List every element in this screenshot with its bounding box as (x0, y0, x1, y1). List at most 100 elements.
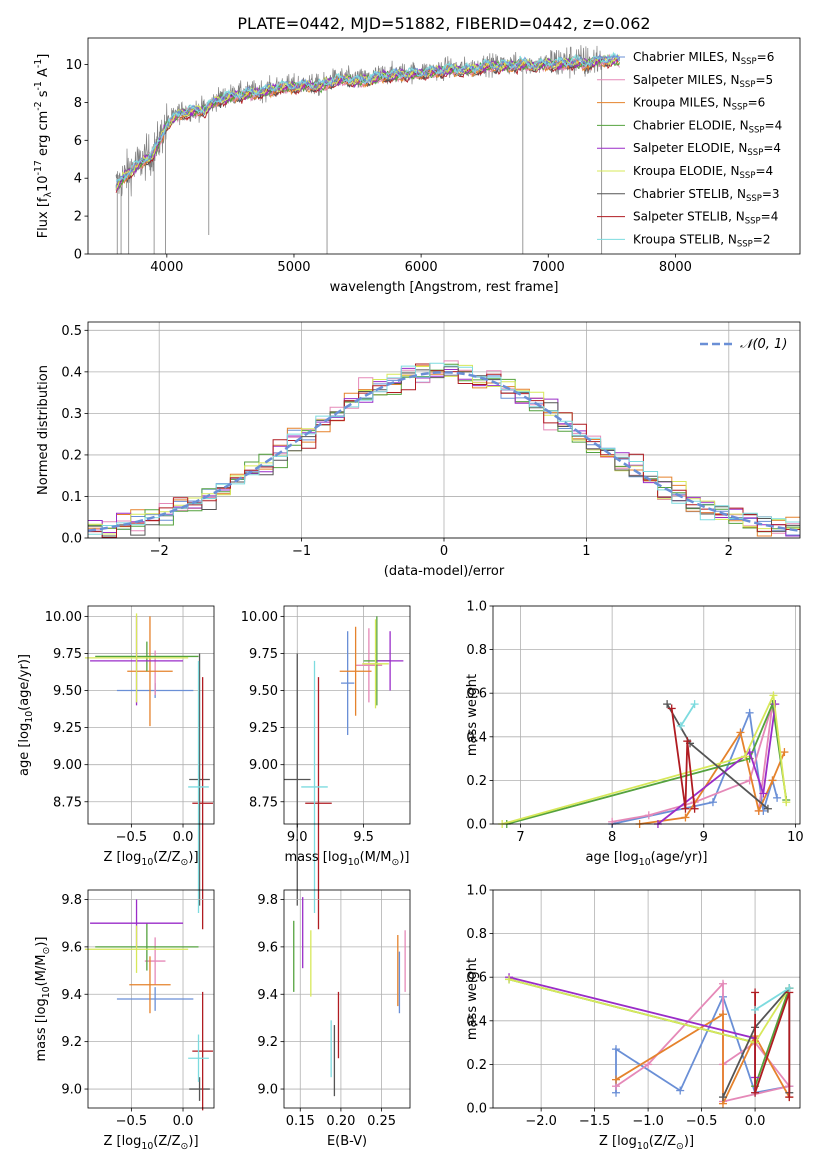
weight-marker (751, 1005, 760, 1014)
weight-marker (612, 1075, 621, 1084)
weight-series-k_elodie (501, 692, 788, 825)
y-tick-label: 9.00 (249, 758, 278, 773)
y-tick-label: 9.50 (53, 684, 82, 699)
histogram-s_stelib (88, 363, 800, 538)
y-tick-label: 0.2 (466, 774, 487, 789)
weight-series-k_miles (639, 730, 786, 825)
point-c_stelib (284, 653, 311, 906)
weight-marker (667, 704, 676, 713)
x-tick-label: 4000 (150, 260, 183, 275)
weight-marker (785, 984, 794, 993)
weight-marker (782, 798, 791, 807)
model-spectrum-k_elodie (115, 54, 620, 191)
spectrum-legend: Chabrier MILES, NSSP=6 Salpeter MILES, NS… (597, 50, 782, 249)
axes-border (492, 889, 801, 1109)
y-axis-label: mass weight (465, 958, 480, 1040)
x-tick-label: 8 (608, 830, 616, 845)
plot-area (284, 616, 404, 930)
gridlines (88, 322, 800, 539)
point-s_stelib (192, 991, 213, 1111)
x-tick-label: 1 (582, 544, 590, 559)
axes-frame: −2.0 −1.5 −1.0 −0.5 0.0 0.0 0.2 0.4 0.6 0.8 1.0 Z [… (465, 884, 801, 1152)
y-tick-label: 8.75 (53, 795, 82, 810)
point-c_stelib (189, 653, 210, 906)
axes-weight_vs_Z: −2.0 −1.5 −1.0 −0.5 0.0 0.0 0.2 0.4 0.6 0.8 1.0 Z [… (465, 884, 801, 1152)
plot-area: Chabrier MILES, NSSP=6 Salpeter MILES, NS… (115, 45, 782, 254)
x-axis-label: wavelength [Angstrom, rest frame] (330, 280, 559, 295)
y-tick-label: 0.6 (466, 687, 487, 702)
plot-area: 𝒩(0, 1) (87, 337, 801, 539)
x-tick-label: 0 (440, 544, 448, 559)
plot-area (293, 897, 406, 1097)
x-tick-label: 10 (787, 830, 804, 845)
weight-marker (681, 813, 690, 822)
y-tick-label: 0.6 (466, 971, 487, 986)
x-tick-label: 0.15 (286, 1114, 315, 1129)
y-tick-label: 0.3 (61, 407, 82, 422)
weight-marker (644, 811, 653, 820)
x-tick-label: 0.25 (367, 1114, 396, 1129)
y-tick-label: 0.4 (466, 1014, 487, 1029)
weight-series-s_stelib (670, 708, 696, 809)
x-tick-label: −1 (292, 544, 311, 559)
axes-frame: −0.5 0.0 9.0 9.2 9.4 9.6 9.8 Z [log10(Z/Z⊙)] mas… (34, 889, 215, 1152)
weight-marker (718, 1093, 727, 1102)
y-tick-label: 9.0 (61, 1083, 82, 1098)
weight-marker (690, 700, 699, 709)
x-tick-label: −2 (150, 544, 169, 559)
legend-label: Chabrier ELODIE, NSSP=4 (633, 118, 782, 135)
legend-label: Salpeter MILES, NSSP=5 (633, 73, 773, 90)
weight-marker (751, 1088, 760, 1097)
x-axis-label: (data-model)/error (384, 564, 505, 579)
y-tick-label: 9.50 (249, 684, 278, 699)
y-tick-label: 1.0 (466, 600, 487, 615)
x-tick-label: 5000 (277, 260, 310, 275)
axes-weight_vs_age: 7 8 9 10 0.0 0.2 0.4 0.6 0.8 1.0 age [log10(age/yr… (465, 600, 804, 869)
x-tick-label: −1.5 (579, 1114, 611, 1129)
point-c_miles (341, 631, 355, 736)
legend-label: Chabrier MILES, NSSP=6 (633, 50, 774, 67)
weight-marker (718, 1010, 727, 1019)
y-tick-label: 6 (74, 134, 82, 149)
y-tick-label: 10.00 (45, 610, 82, 625)
axes-border (283, 889, 411, 1109)
x-tick-label: 2 (725, 544, 733, 559)
weight-marker (768, 776, 777, 785)
axes-border (87, 889, 215, 1109)
point-k_stelib (188, 1034, 209, 1082)
y-tick-label: 9.75 (249, 647, 278, 662)
y-tick-label: 0.2 (61, 448, 82, 463)
weight-marker (773, 793, 782, 802)
y-axis-label: Normed distribution (36, 365, 51, 495)
model-spectrum-k_stelib (115, 51, 620, 182)
x-tick-label: 0.20 (326, 1114, 355, 1129)
weight-marker (751, 988, 760, 997)
point-k_miles (339, 626, 372, 716)
legend-label: Kroupa MILES, NSSP=6 (633, 96, 765, 113)
weight-series-k_stelib (754, 987, 790, 1011)
x-tick-label: −0.5 (686, 1114, 718, 1129)
y-tick-label: 0.8 (466, 643, 487, 658)
y-tick-label: 0.5 (61, 324, 82, 339)
weight-marker (754, 806, 763, 815)
point-s_stelib (305, 677, 332, 930)
weight-marker (736, 728, 745, 737)
y-tick-label: 0.0 (466, 1102, 487, 1117)
y-tick-label: 9.8 (257, 893, 278, 908)
axes-border (87, 605, 215, 825)
axes-mass_vs_Z: −0.5 0.0 9.0 9.2 9.4 9.6 9.8 Z [log10(Z/Z⊙)] mas… (34, 889, 215, 1152)
weight-marker (745, 708, 754, 717)
axes-border (492, 605, 801, 825)
weight-series-s_elodie (657, 703, 777, 825)
axes-frame: 7 8 9 10 0.0 0.2 0.4 0.6 0.8 1.0 age [log10(age/yr… (465, 600, 804, 869)
axes-border (283, 605, 411, 825)
y-tick-label: 1.0 (466, 884, 487, 899)
legend-label: Salpeter ELODIE, NSSP=4 (633, 141, 781, 158)
legend-label: Salpeter STELIB, NSSP=4 (633, 210, 778, 227)
weight-marker (676, 721, 685, 730)
weight-series-c_elodie (506, 700, 788, 825)
axes-residuals: 𝒩(0, 1) −2 −1 0 1 2 0.0 0.1 0.2 0.3 0.4 0.5 (data-mo… (36, 321, 801, 579)
x-tick-label: 9 (700, 830, 708, 845)
point-k_elodie (84, 613, 189, 703)
gridlines (284, 606, 410, 824)
